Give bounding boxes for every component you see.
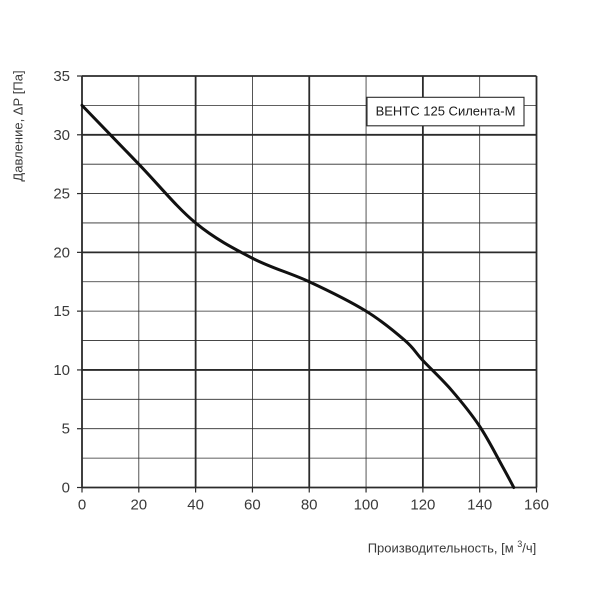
svg-text:10: 10 [53, 362, 70, 379]
svg-text:25: 25 [53, 186, 70, 203]
svg-text:0: 0 [78, 497, 86, 514]
svg-text:120: 120 [410, 497, 435, 514]
svg-text:20: 20 [130, 497, 147, 514]
svg-text:160: 160 [524, 497, 549, 514]
svg-text:100: 100 [354, 497, 379, 514]
svg-text:5: 5 [62, 421, 70, 438]
svg-text:20: 20 [53, 244, 70, 261]
svg-text:ВЕНТС 125 Силента-М: ВЕНТС 125 Силента-М [376, 104, 516, 119]
svg-text:60: 60 [244, 497, 261, 514]
svg-text:30: 30 [53, 127, 70, 144]
svg-text:80: 80 [301, 497, 318, 514]
svg-text:0: 0 [62, 480, 70, 497]
svg-text:140: 140 [467, 497, 492, 514]
svg-text:35: 35 [53, 68, 70, 85]
svg-text:40: 40 [187, 497, 204, 514]
svg-text:15: 15 [53, 303, 70, 320]
